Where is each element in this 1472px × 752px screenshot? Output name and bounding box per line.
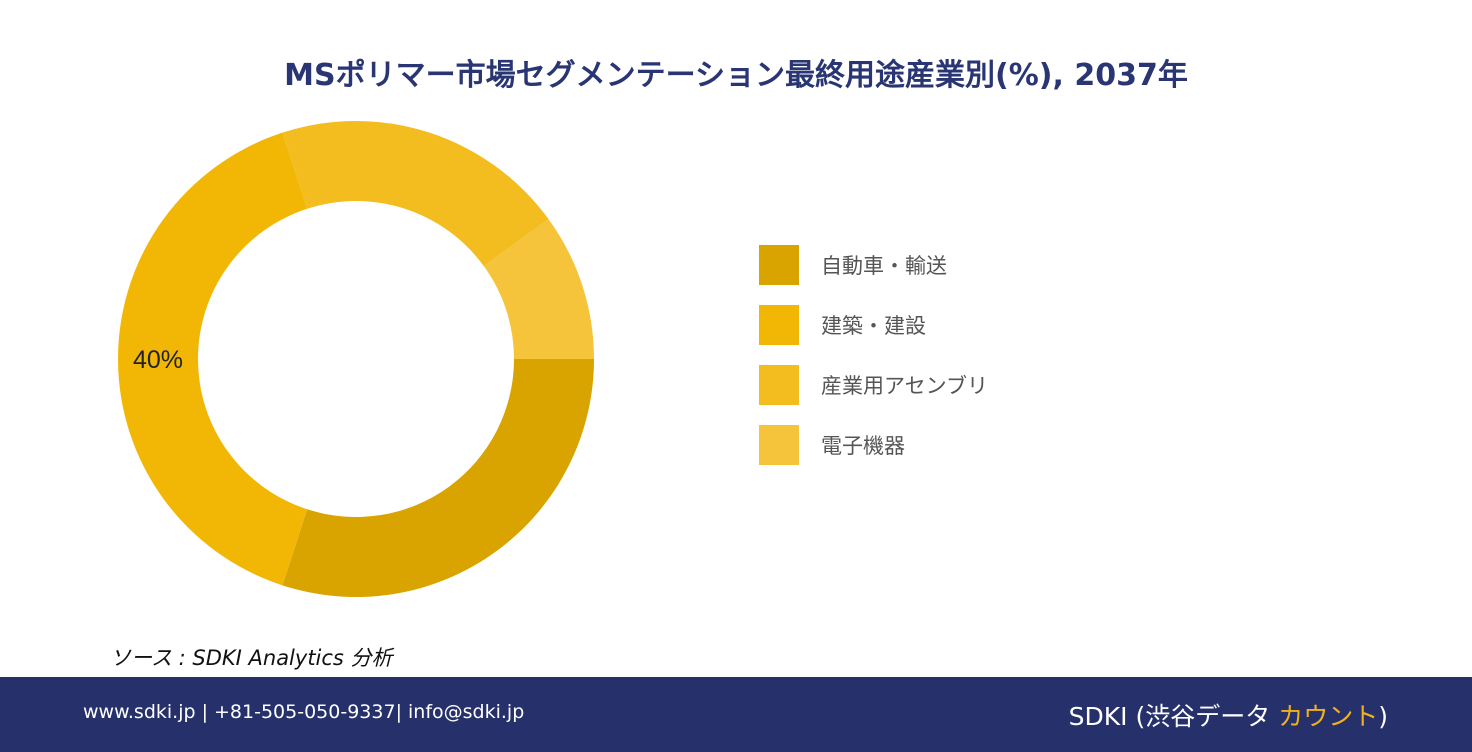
donut-slice bbox=[483, 219, 594, 359]
source-note: ソース : SDKI Analytics 分析 bbox=[110, 646, 393, 670]
legend-label: 建築・建設 bbox=[821, 314, 926, 338]
legend-label: 産業用アセンブリ bbox=[821, 374, 988, 398]
footer-bar: www.sdki.jp | +81-505-050-9337| info@sdk… bbox=[0, 677, 1472, 752]
chart-title: MSポリマー市場セグメンテーション最終用途産業別(%), 2037年 bbox=[284, 58, 1188, 93]
legend-item-construction: 建築・建設 bbox=[759, 305, 988, 345]
legend-swatch bbox=[759, 245, 799, 285]
contact-info: www.sdki.jp | +81-505-050-9337| info@sdk… bbox=[83, 701, 525, 723]
legend-swatch bbox=[759, 305, 799, 345]
legend-item-industrial-assembly: 産業用アセンブリ bbox=[759, 365, 988, 405]
legend-swatch bbox=[759, 365, 799, 405]
legend-swatch bbox=[759, 425, 799, 465]
donut-slice bbox=[117, 132, 308, 586]
legend: 自動車・輸送 建築・建設 産業用アセンブリ 電子機器 bbox=[759, 245, 988, 485]
legend-label: 自動車・輸送 bbox=[821, 254, 947, 278]
donut-slice bbox=[282, 121, 549, 267]
brand-logo: SDKI (渋谷データ カウント) bbox=[1069, 697, 1388, 733]
slice-data-label: 40% bbox=[133, 346, 183, 374]
legend-label: 電子機器 bbox=[821, 434, 905, 458]
brand-prefix: SDKI (渋谷データ bbox=[1068, 702, 1279, 731]
donut-chart: 40% bbox=[117, 121, 594, 597]
legend-item-electronics: 電子機器 bbox=[759, 425, 988, 465]
legend-item-automotive: 自動車・輸送 bbox=[759, 245, 988, 285]
brand-accent: カウント bbox=[1278, 702, 1379, 731]
donut-slice bbox=[282, 359, 594, 597]
brand-suffix: ) bbox=[1378, 702, 1388, 731]
